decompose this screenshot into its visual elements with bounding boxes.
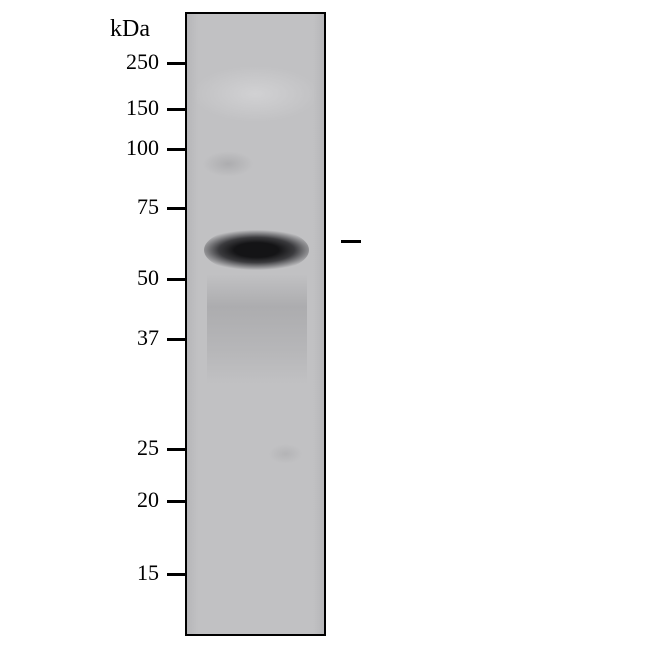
ladder-label-15: 15 <box>99 560 159 586</box>
ladder-label-150: 150 <box>99 95 159 121</box>
ladder-tick <box>167 108 185 111</box>
ladder-tick <box>167 62 185 65</box>
blot-lane <box>185 12 326 636</box>
ladder-label-20: 20 <box>99 487 159 513</box>
ladder-label-25: 25 <box>99 435 159 461</box>
band-smear <box>207 274 307 384</box>
protein-band <box>204 229 309 271</box>
ladder-tick <box>167 207 185 210</box>
ladder-label-50: 50 <box>99 265 159 291</box>
ladder-tick <box>167 573 185 576</box>
ladder-tick <box>167 278 185 281</box>
ladder-label-100: 100 <box>99 135 159 161</box>
ladder-tick <box>167 500 185 503</box>
western-blot-figure: kDa 250 150 100 75 50 37 25 20 15 <box>0 0 650 650</box>
target-mw-marker <box>341 240 361 243</box>
ladder-tick <box>167 338 185 341</box>
ladder-label-250: 250 <box>99 49 159 75</box>
ladder-tick <box>167 148 185 151</box>
ladder-tick <box>167 448 185 451</box>
unit-label: kDa <box>110 16 150 43</box>
ladder-label-75: 75 <box>99 194 159 220</box>
ladder-label-37: 37 <box>99 325 159 351</box>
